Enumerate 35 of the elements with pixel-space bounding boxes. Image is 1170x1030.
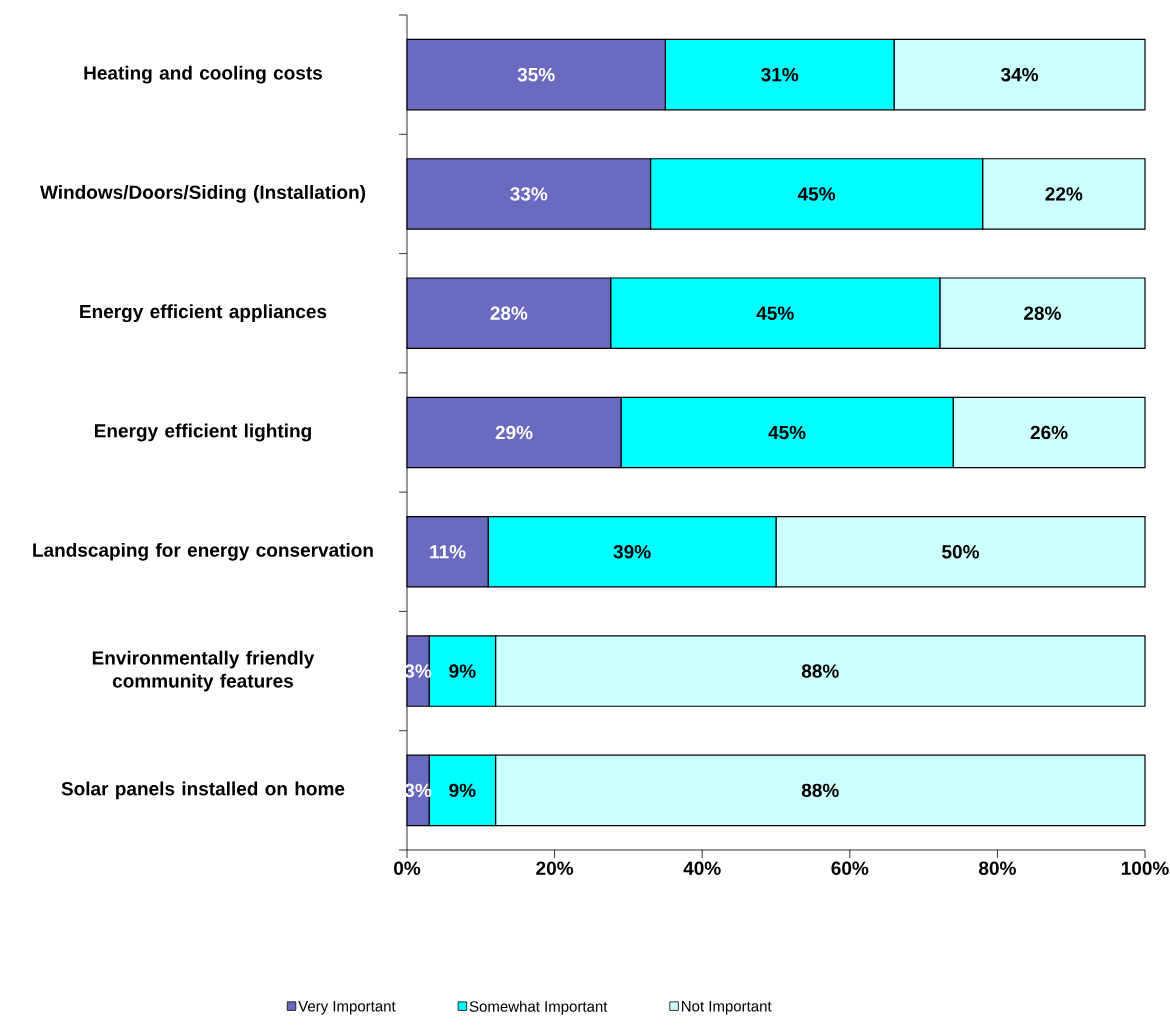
data-label: 88% bbox=[801, 783, 839, 798]
legend-label: Not Important bbox=[682, 1001, 772, 1015]
data-label: 45% bbox=[768, 425, 806, 440]
x-tick-label: 80% bbox=[978, 861, 1016, 875]
x-tick-label: 0% bbox=[394, 861, 421, 875]
x-tick-label: 60% bbox=[831, 861, 869, 875]
x-tick-label: 20% bbox=[536, 861, 574, 875]
legend-label: Somewhat Important bbox=[469, 1000, 608, 1015]
data-label: 26% bbox=[1030, 425, 1068, 440]
x-tick-label: 100% bbox=[1121, 861, 1169, 875]
data-label: 9% bbox=[449, 783, 476, 798]
data-label: 88% bbox=[801, 664, 839, 678]
data-label: 45% bbox=[797, 187, 836, 201]
y-tick-label: Energy efficient lighting bbox=[94, 423, 311, 442]
data-label: 28% bbox=[1024, 306, 1061, 320]
data-label: 34% bbox=[1000, 67, 1039, 82]
data-label: 9% bbox=[449, 664, 476, 678]
y-tick-label: Landscaping for energy conservation bbox=[33, 542, 373, 561]
data-label: 35% bbox=[517, 67, 555, 82]
data-label: 29% bbox=[495, 425, 533, 440]
data-label: 33% bbox=[510, 187, 548, 201]
data-label: 28% bbox=[490, 306, 528, 320]
data-label: 22% bbox=[1045, 187, 1083, 201]
y-tick-label: Heating and cooling costs bbox=[84, 65, 322, 84]
y-tick-label: Environmentally friendly community features bbox=[92, 650, 315, 692]
legend-label: Very Important bbox=[298, 1001, 396, 1015]
x-tick-label: 40% bbox=[683, 861, 721, 875]
data-label: 11% bbox=[430, 545, 466, 559]
data-label: 31% bbox=[761, 67, 799, 82]
data-label: 45% bbox=[756, 306, 794, 320]
y-tick-label: Energy efficient appliances bbox=[80, 304, 327, 323]
y-tick-label: Solar panels installed on home bbox=[61, 781, 345, 800]
data-label: 50% bbox=[942, 545, 979, 559]
data-label: 39% bbox=[613, 545, 651, 559]
y-tick-label: Windows/Doors/Siding (Installation) bbox=[39, 185, 366, 203]
